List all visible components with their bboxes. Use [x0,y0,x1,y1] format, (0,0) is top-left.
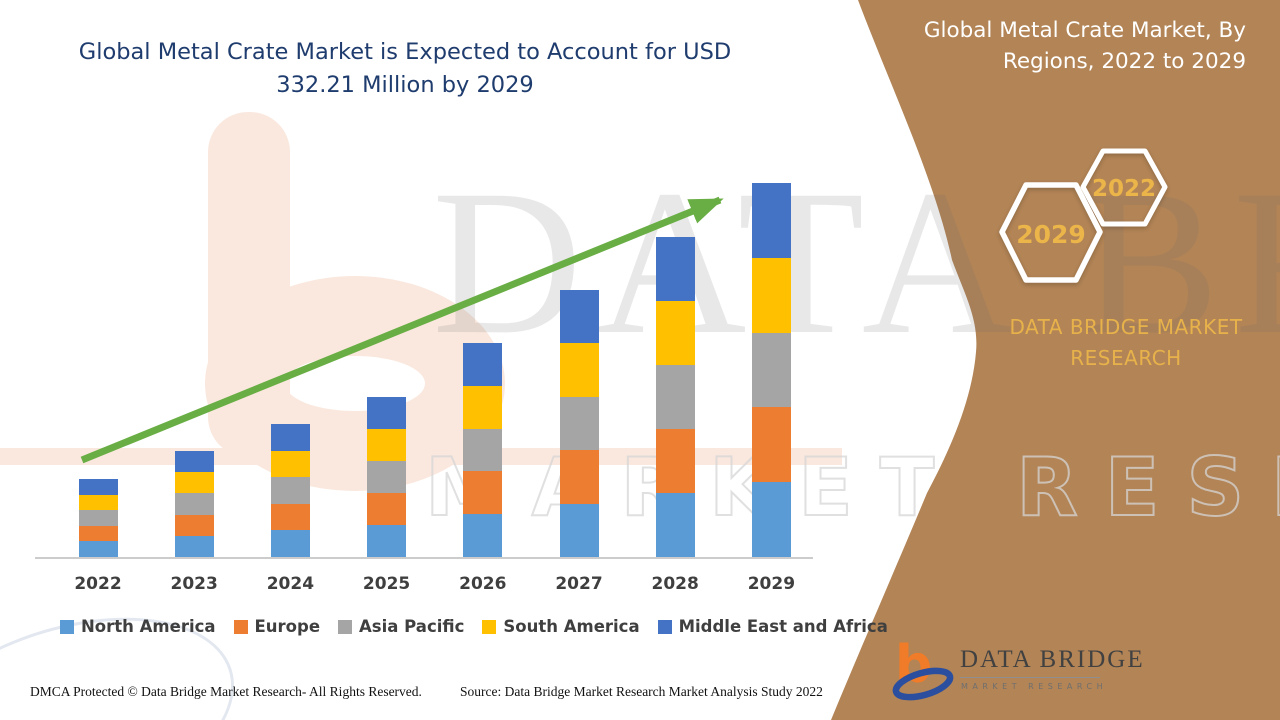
bar-2029 [751,182,791,557]
x-tick-2022: 2022 [74,574,122,594]
panel-heading-line2: Regions, 2022 to 2029 [1002,49,1246,74]
bar-2025-segment-asia-pacific [367,461,407,493]
x-tick-2029: 2029 [747,574,796,594]
bar-2029-segment-south-america [751,257,791,333]
legend-item-south-america: South America [482,617,640,636]
bar-2026-segment-asia-pacific [463,428,503,472]
chart-legend: North America Europe Asia Pacific South Ame… [60,617,888,636]
bar-2025 [367,396,407,557]
bar-2026-segment-south-america [463,385,503,429]
databridge-logo-icon: b [892,635,954,701]
bar-2028-segment-middle-east-and-africa [655,236,695,301]
bar-2027 [559,289,599,557]
bar-2023-segment-europe [174,514,214,536]
x-tick-2027: 2027 [555,574,603,594]
page-title-line1: Global Metal Crate Market is Expected to… [78,39,732,65]
footer-dmca-text: DMCA Protected © Data Bridge Market Rese… [30,684,422,699]
bar-2024-segment-europe [270,503,310,531]
bar-2029-segment-europe [751,407,791,483]
legend-label-south-america: South America [503,617,640,636]
hexagon-2022-icon [1080,148,1168,227]
bar-2028-segment-europe [655,428,695,493]
page-title: Global Metal Crate Market is Expected to… [55,36,755,102]
bar-2026-segment-north-america [463,514,503,557]
bar-2024-segment-north-america [270,530,310,557]
footer-source-text: Source: Data Bridge Market Research Mark… [460,684,823,699]
legend-label-north-america: North America [81,617,216,636]
page-title-line2: 332.21 Million by 2029 [276,72,534,98]
bar-2023-segment-middle-east-and-africa [174,450,214,473]
bar-2028-segment-north-america [655,492,695,557]
legend-item-north-america: North America [60,617,216,636]
bar-2025-segment-south-america [367,428,407,461]
legend-label-asia-pacific: Asia Pacific [359,617,465,636]
bar-2027-segment-europe [559,450,599,504]
bar-2022-segment-middle-east-and-africa [78,479,118,495]
bar-2023-segment-south-america [174,472,214,494]
legend-item-asia-pacific: Asia Pacific [338,617,464,636]
bar-2028 [655,236,695,557]
bar-2027-segment-south-america [559,343,599,397]
legend-swatch-asia-pacific-icon [338,619,353,634]
bar-2027-segment-north-america [559,503,599,557]
bar-2023 [174,450,214,557]
hexagon-2029-icon [999,182,1103,283]
bar-2022 [78,479,118,557]
bar-2024-segment-south-america [270,450,310,478]
x-tick-2028: 2028 [651,574,699,594]
logo-divider [960,677,1100,678]
bar-2029-segment-north-america [751,482,791,557]
logo-subtitle: MARKET RESEARCH [961,682,1108,691]
bar-2029-segment-asia-pacific [751,332,791,408]
bar-2023-segment-asia-pacific [174,493,214,515]
bar-2022-segment-asia-pacific [78,510,118,526]
legend-item-middle-east-and-africa: Middle East and Africa [657,617,888,636]
bar-2022-segment-north-america [78,541,118,557]
legend-label-middle-east-and-africa: Middle East and Africa [678,617,888,636]
x-tick-2026: 2026 [459,574,507,594]
bar-2027-segment-middle-east-and-africa [559,289,599,344]
panel-heading-line1: Global Metal Crate Market, By [923,18,1246,43]
x-axis-line [35,557,813,559]
bar-2024 [270,423,310,557]
bar-2026 [463,342,503,557]
legend-swatch-middle-east-and-africa-icon [657,619,672,634]
bar-2027-segment-asia-pacific [559,396,599,451]
x-tick-2025: 2025 [362,574,411,594]
badge-year-2022: 2022 [1091,176,1156,202]
legend-item-europe: Europe [233,617,321,636]
legend-label-europe: Europe [254,617,321,636]
badge-year-2029: 2029 [1016,220,1086,249]
legend-swatch-north-america-icon [60,619,74,634]
legend-swatch-south-america-icon [482,619,497,634]
bar-2022-segment-south-america [78,494,118,511]
bar-2024-segment-middle-east-and-africa [270,423,310,451]
bar-2024-segment-asia-pacific [270,477,310,504]
logo-title: DATA BRIDGE [960,646,1145,673]
panel-heading: Global Metal Crate Market, By Regions, 2… [876,15,1246,77]
x-tick-2023: 2023 [170,574,218,594]
bar-2029-segment-middle-east-and-africa [751,182,791,258]
bar-2023-segment-north-america [174,535,214,557]
bar-2028-segment-asia-pacific [655,364,695,429]
bar-2028-segment-south-america [655,300,695,365]
bar-2026-segment-middle-east-and-africa [463,342,503,386]
bar-2025-segment-north-america [367,525,407,557]
bar-2026-segment-europe [463,471,503,515]
x-tick-2024: 2024 [266,574,315,594]
bar-2025-segment-europe [367,493,407,525]
legend-swatch-europe-icon [233,619,248,634]
bar-2025-segment-middle-east-and-africa [367,396,407,429]
brand-caption: DATA BRIDGE MARKET RESEARCH [1009,315,1243,370]
bar-2022-segment-europe [78,525,118,542]
